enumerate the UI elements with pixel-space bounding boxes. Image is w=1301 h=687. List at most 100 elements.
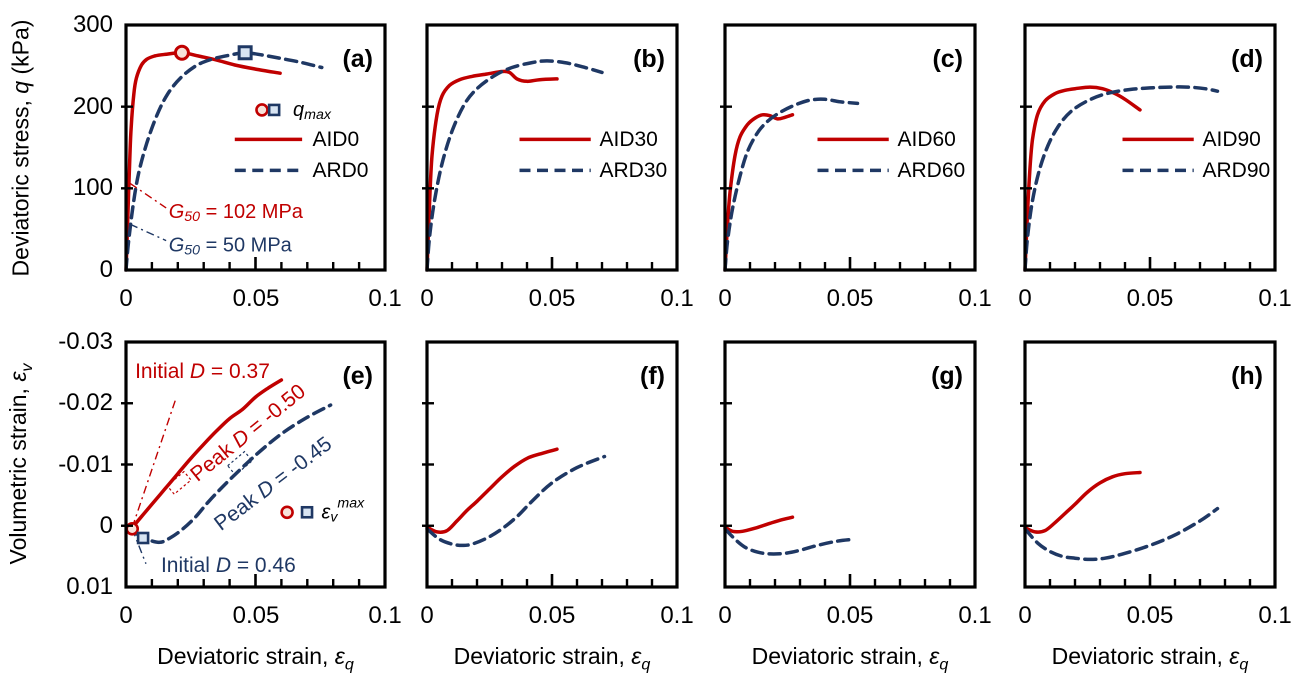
legend-label: AID90 xyxy=(1203,128,1261,151)
legend-label: ARD30 xyxy=(600,159,668,182)
panel-e-curves xyxy=(129,378,333,545)
panel-g: (g) xyxy=(720,340,977,589)
series-ARD30 xyxy=(425,454,607,548)
leader-line xyxy=(129,182,167,209)
y-tick-label: 200 xyxy=(72,93,113,120)
panel-frame xyxy=(1023,23,1277,272)
panel-b-curves xyxy=(425,59,604,272)
series-AID60 xyxy=(723,112,795,272)
panel-h: (h) xyxy=(1020,340,1277,589)
leader-line xyxy=(129,223,167,242)
legend-label: AID60 xyxy=(898,128,956,151)
panel-a-legend: qmax AID0 ARD0 xyxy=(234,99,369,182)
x-tick-label: 0 xyxy=(1018,285,1032,312)
series-ARD90 xyxy=(1023,85,1220,272)
square-marker-legend xyxy=(300,505,314,519)
x-tick-label: 0.1 xyxy=(368,602,402,629)
x-tick-label: 0 xyxy=(718,602,732,629)
legend-label: ARD60 xyxy=(898,159,966,182)
x-tick-label: 0.05 xyxy=(1126,602,1174,629)
panel-c-curves xyxy=(723,97,860,272)
panel-frame xyxy=(124,23,387,272)
circle-marker-legend xyxy=(255,103,269,117)
legend-label: ARD0 xyxy=(312,159,368,182)
series-AID60 xyxy=(723,515,795,534)
panel-e-legend: εvmax xyxy=(280,495,366,525)
annotation: Initial D = 0.37 xyxy=(135,359,270,382)
x-tick-label: 0.1 xyxy=(958,602,992,629)
x-tick-label: 0 xyxy=(1018,602,1032,629)
y-axis-title-stress: Deviatoric stress, q (kPa) xyxy=(7,19,34,277)
x-tick-label: 0.1 xyxy=(660,602,694,629)
panel-c-legend: AID60 ARD60 xyxy=(817,128,966,182)
panel-letter-c: (c) xyxy=(932,45,963,73)
dilatancy-box xyxy=(226,450,254,476)
x-tick-label: 0.1 xyxy=(1258,602,1292,629)
panel-letter-e: (e) xyxy=(342,362,373,390)
x-axis-title-0: Deviatoric strain, εq xyxy=(157,643,354,674)
x-tick-label: 0 xyxy=(420,285,434,312)
panel-f-curves xyxy=(425,447,607,548)
panel-letter-h: (h) xyxy=(1231,362,1263,390)
panel-a-curves xyxy=(124,51,324,272)
circle-marker-a xyxy=(173,44,190,61)
panel-d-legend: AID90 ARD90 xyxy=(1122,128,1271,182)
y-tick-label: 0.01 xyxy=(66,573,113,600)
panel-h-curves xyxy=(1023,470,1220,562)
x-axis-title-2: Deviatoric strain, εq xyxy=(751,643,949,674)
series-ARD0 xyxy=(134,403,333,545)
series-ARD60 xyxy=(723,97,860,272)
x-tick-label: 0 xyxy=(718,285,732,312)
panel-g-curves xyxy=(723,515,857,556)
panel-a: G50 = 102 MPa G50 = 50 MPa qmax AID0 ARD0 (a) xyxy=(121,23,387,272)
panel-letter-f: (f) xyxy=(640,362,665,390)
x-tick-label: 0 xyxy=(119,285,133,312)
x-tick-label: 0.05 xyxy=(528,602,576,629)
square-marker-e xyxy=(136,531,150,545)
x-tick-label: 0.05 xyxy=(232,285,280,312)
panel-frame xyxy=(1023,340,1277,589)
dilatancy-box xyxy=(166,470,192,496)
panel-b-legend: AID30 ARD30 xyxy=(519,128,668,182)
panel-frame xyxy=(425,340,679,589)
x-tick-label: 0.1 xyxy=(1258,285,1292,312)
legend-label: ARD90 xyxy=(1203,159,1271,182)
square-marker-a xyxy=(237,45,253,61)
series-AID90 xyxy=(1023,85,1142,272)
x-tick-label: 0.1 xyxy=(958,285,992,312)
panel-f: (f) xyxy=(422,340,679,589)
series-ARD30 xyxy=(425,59,604,272)
series-AID0 xyxy=(124,51,282,272)
axis-ticks xyxy=(1020,402,1252,586)
series-ARD90 xyxy=(1023,506,1220,562)
legend-label: AID0 xyxy=(312,128,359,151)
panel-frame xyxy=(723,340,977,589)
legend-label: AID30 xyxy=(600,128,658,151)
x-tick-label: 0.05 xyxy=(528,285,576,312)
x-tick-label: 0.05 xyxy=(232,602,280,629)
x-tick-label: 0.05 xyxy=(826,285,874,312)
x-axis-title-3: Deviatoric strain, εq xyxy=(1051,643,1249,674)
series-AID30 xyxy=(425,447,559,535)
annotation: Initial D = 0.46 xyxy=(161,553,296,576)
series-AID30 xyxy=(425,69,559,272)
panel-frame xyxy=(723,23,977,272)
y-tick-label: 0 xyxy=(99,512,113,539)
square-marker-legend xyxy=(267,103,281,117)
panel-letter-b: (b) xyxy=(633,45,665,73)
y-tick-label: 100 xyxy=(72,174,113,201)
y-tick-label: -0.01 xyxy=(58,451,113,478)
y-tick-label: 300 xyxy=(72,11,113,38)
y-tick-label: -0.03 xyxy=(58,328,113,355)
x-tick-label: 0.1 xyxy=(368,285,402,312)
panel-letter-g: (g) xyxy=(931,362,963,390)
y-tick-label: 0 xyxy=(99,256,113,283)
legend-label: εvmax xyxy=(322,495,366,525)
x-tick-label: 0 xyxy=(119,602,133,629)
series-ARD0 xyxy=(124,51,324,272)
series-AID90 xyxy=(1023,470,1142,534)
panel-c: AID60 ARD60 (c) xyxy=(720,23,977,272)
leader-line xyxy=(131,398,177,528)
panel-d: AID90 ARD90 (d) xyxy=(1020,23,1277,272)
